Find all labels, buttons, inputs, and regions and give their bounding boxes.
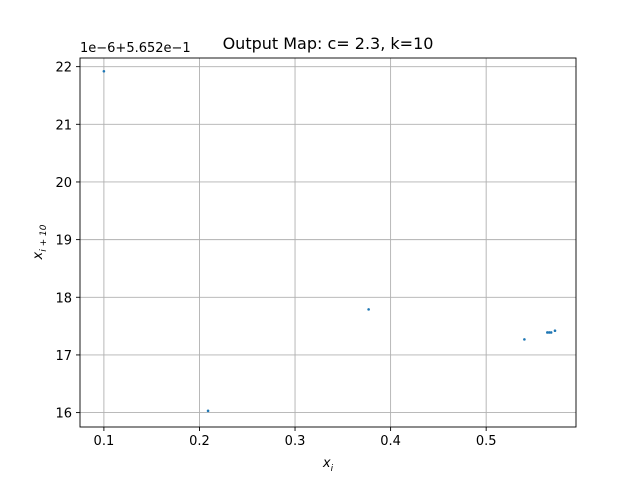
y-tick-label: 17 [55,349,72,364]
plot-frame [79,57,577,428]
x-axis-label: xi [322,456,334,474]
y-axis-label: xi + 10 [31,224,49,260]
data-point [547,331,551,334]
data-point [553,329,557,333]
grid-layer [80,58,576,427]
data-point [367,308,370,311]
y-tick-label: 18 [55,291,72,306]
data-point [549,331,553,334]
y-tick-label: 19 [55,234,72,249]
y-axis-label-base: x [31,251,46,260]
x-tick-label: 0.2 [189,434,210,449]
points-layer [102,69,557,413]
x-axis-label-base: x [322,456,331,471]
y-tick-label: 21 [55,118,72,133]
x-tick-label: 0.3 [285,434,306,449]
x-tick-label: 0.5 [476,434,497,449]
x-tick-label: 0.1 [94,434,115,449]
data-point [206,409,210,413]
chart-title: Output Map: c= 2.3, k=10 [223,34,434,53]
ticks-layer: 0.1 0.2 0.3 0.4 0.5 16 17 18 19 20 21 22 [55,61,496,449]
y-tick-label: 20 [55,176,72,191]
data-point [102,69,106,73]
x-tick-label: 0.4 [380,434,401,449]
y-tick-label: 16 [55,407,72,422]
data-point [523,338,526,341]
y-tick-label: 22 [55,61,72,76]
y-offset-label: 1e−6+5.652e−1 [80,41,191,56]
data-point [546,331,549,334]
x-axis-label-sub: i [331,464,334,474]
y-axis-label-sub: i + 10 [39,224,49,251]
